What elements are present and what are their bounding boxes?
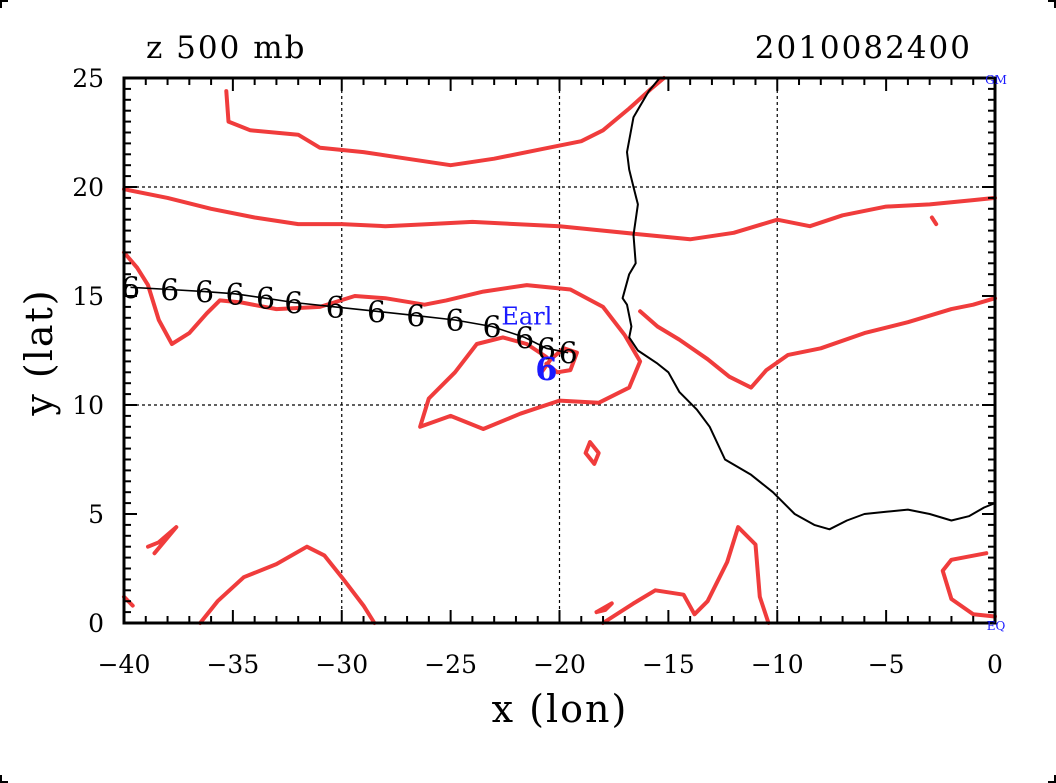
x-tick-label: −25 (424, 650, 477, 679)
y-axis-label: y (lat) (17, 288, 61, 416)
contour-line (537, 346, 579, 377)
x-tick-label: −30 (315, 650, 368, 679)
y-tick-label: 5 (88, 500, 104, 529)
contour-line (146, 525, 179, 556)
y-tick-label: 15 (72, 282, 104, 311)
track-marker: 6 (160, 273, 179, 308)
corner-mark-bottom-left (0, 775, 8, 783)
x-tick-label: −20 (533, 650, 586, 679)
track-marker: 6 (226, 278, 245, 313)
track-marker: 6 (482, 311, 501, 346)
track-marker: 6 (326, 291, 345, 326)
corner-mark-bottom-right (1048, 775, 1056, 783)
x-tick-label: 0 (987, 650, 1003, 679)
coastline-path (621, 77, 996, 531)
x-tick-label: −40 (98, 650, 151, 679)
y-tick-label: 25 (72, 64, 104, 93)
corner-mark-top-right (1048, 0, 1056, 8)
track-marker: 6 (515, 321, 534, 356)
contour-line (940, 551, 997, 619)
contour-line (122, 187, 997, 242)
x-tick-label: −15 (642, 650, 695, 679)
plot-frame (122, 76, 997, 625)
contour-line (638, 296, 997, 390)
height-contours (122, 76, 997, 625)
contour-line (601, 525, 771, 625)
track-marker: 6 (256, 282, 275, 317)
storm-name-label: Earl (501, 302, 552, 330)
contour-line (583, 440, 601, 466)
track-marker: 6 (406, 300, 425, 335)
corner-mark-top-left (0, 0, 8, 8)
contour-line (122, 250, 643, 431)
contour-line (198, 544, 377, 625)
contour-line (594, 601, 614, 615)
y-tick-label: 20 (72, 173, 104, 202)
corner-label-top-right: GM (985, 73, 1007, 87)
x-tick-label: −10 (751, 650, 804, 679)
y-tick-label: 0 (88, 609, 104, 638)
chart-title-left: z 500 mb (146, 30, 306, 66)
track-marker: 6 (367, 295, 386, 330)
track-marker: 6 (559, 337, 578, 372)
track-marker: 6 (284, 287, 303, 322)
corner-label-bottom-right: EQ (987, 619, 1006, 633)
track-marker: 6 (537, 332, 556, 367)
coastline (621, 77, 996, 531)
contour-line (224, 76, 666, 168)
track-marker: 6 (445, 304, 464, 339)
contour-line (929, 215, 939, 227)
track-marker: 6 (195, 276, 214, 311)
y-tick-label: 10 (72, 391, 104, 420)
x-axis-label: x (lon) (492, 687, 629, 731)
track-marker: 6 (121, 271, 140, 306)
x-tick-label: −5 (868, 650, 905, 679)
storm-position-symbol: 6 (535, 350, 557, 388)
chart-title-right: 2010082400 (755, 30, 972, 66)
track-line (130, 286, 569, 354)
x-tick-label: −35 (206, 650, 259, 679)
